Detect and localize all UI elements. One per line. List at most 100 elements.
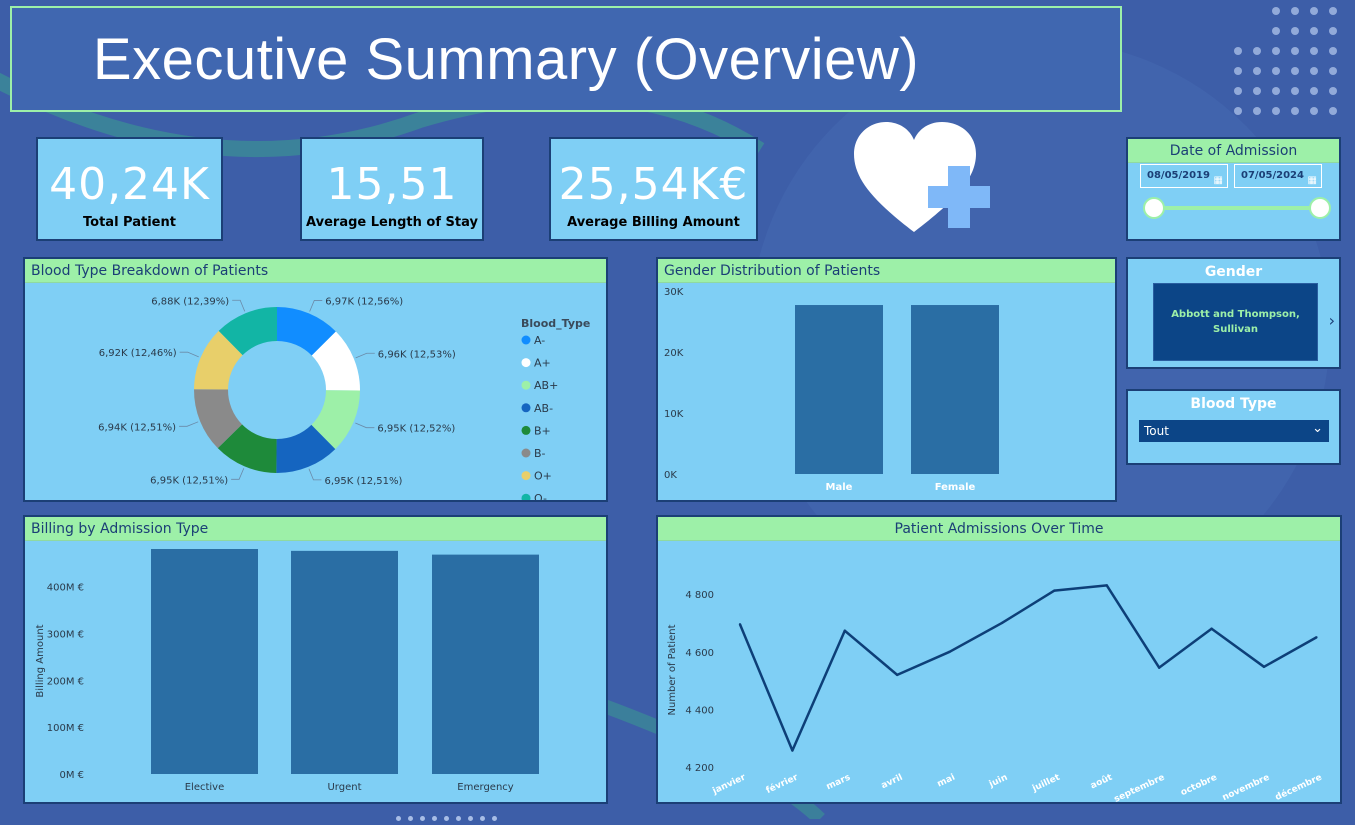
kpi-card-average-length-of-stay[interactable]: 15,51 Average Length of Stay	[300, 137, 484, 241]
gender-option-card[interactable]: Abbott and Thompson, Sullivan	[1153, 283, 1318, 361]
legend-item-AB-[interactable]: AB-	[534, 402, 553, 415]
donut-slice-AB+[interactable]	[311, 390, 360, 450]
start-date-input[interactable]: 08/05/2019 ▦	[1140, 164, 1228, 188]
date-range-slider[interactable]	[1140, 194, 1334, 224]
gender-option-label: Abbott and Thompson, Sullivan	[1171, 309, 1300, 335]
admissions-over-time-panel[interactable]: Patient Admissions Over Time 4 200 4 400 4…	[656, 515, 1342, 805]
x-tick-label: novembre	[1221, 773, 1271, 802]
y-tick-label: 200M €	[47, 676, 84, 687]
chevron-down-icon[interactable]: ⌄	[1312, 421, 1323, 436]
title-banner: Executive Summary (Overview)	[10, 6, 1122, 112]
calendar-icon[interactable]: ▦	[1213, 175, 1223, 186]
legend-marker	[521, 471, 531, 481]
y-tick-label: 4 400	[685, 706, 714, 717]
donut-data-label: 6,96K (12,53%)	[378, 349, 456, 360]
chevron-right-icon[interactable]: ›	[1328, 311, 1335, 330]
donut-slice-B+[interactable]	[217, 424, 277, 473]
billing-admission-panel[interactable]: Billing by Admission Type 0M € 100M € 200M…	[23, 515, 608, 804]
donut-slice-O+[interactable]	[194, 330, 243, 390]
end-date-input[interactable]: 07/05/2024 ▦	[1234, 164, 1322, 188]
data-point-mars[interactable]	[843, 629, 846, 632]
donut-slice-AB-[interactable]	[276, 424, 336, 473]
kpi-card-average-billing-amount[interactable]: 25,54K€ Average Billing Amount	[549, 137, 758, 241]
data-point-août[interactable]	[1105, 584, 1108, 587]
blood-type-breakdown-panel[interactable]: Blood Type Breakdown of Patients 6,97K (…	[23, 257, 608, 505]
y-tick-label: 20K	[664, 348, 684, 359]
legend-marker	[521, 403, 531, 413]
kpi-label: Average Length of Stay	[306, 215, 478, 230]
date-slicer[interactable]: Date of Admission	[1126, 137, 1341, 241]
legend-item-B+[interactable]: B+	[534, 424, 551, 437]
y-tick-label: 0K	[664, 470, 677, 481]
bar-Elective[interactable]	[151, 549, 258, 774]
donut-data-label: 6,95K (12,51%)	[150, 475, 228, 486]
y-tick-label: 100M €	[47, 723, 84, 734]
data-point-avril[interactable]	[896, 673, 899, 677]
blood-type-slicer[interactable]: Blood Type Tout ⌄	[1126, 389, 1341, 465]
gender-bar-chart[interactable]: 0K 10K 20K 30K Male Female	[658, 283, 1115, 500]
gender-slicer[interactable]: Gender Abbott and Thompson, Sullivan ›	[1126, 257, 1341, 369]
data-point-juin[interactable]	[1000, 621, 1004, 625]
legend-item-AB+[interactable]: AB+	[534, 379, 558, 392]
gender-distribution-panel[interactable]: Gender Distribution of Patients 0K 10K 20K…	[656, 257, 1117, 502]
y-tick-label: 4 600	[685, 648, 714, 659]
data-point-novembre[interactable]	[1262, 665, 1266, 669]
kpi-card-total-patient[interactable]: 40,24K Total Patient	[36, 137, 223, 241]
y-tick-label: 400M €	[47, 583, 84, 594]
data-point-mai[interactable]	[948, 650, 951, 653]
admissions-line-chart[interactable]: 4 200 4 400 4 600 4 800 Number of Patient jan…	[658, 541, 1340, 805]
calendar-icon[interactable]: ▦	[1307, 175, 1317, 186]
date-slicer-title: Date of Admission	[1128, 139, 1339, 163]
data-point-décembre[interactable]	[1315, 636, 1318, 639]
donut-data-label: 6,88K (12,39%)	[151, 296, 229, 307]
donut-data-label: 6,94K (12,51%)	[98, 422, 176, 433]
y-tick-label: 10K	[664, 409, 684, 420]
gender-chart-title: Gender Distribution of Patients	[658, 259, 1115, 283]
kpi-value: 25,54K€	[558, 159, 749, 210]
legend-item-O-[interactable]: O-	[534, 492, 547, 505]
admissions-series-line[interactable]	[738, 584, 1318, 752]
x-tick-label: mai	[936, 773, 957, 790]
bar-Urgent[interactable]	[291, 550, 398, 774]
legend-marker	[521, 358, 531, 368]
donut-data-label: 6,92K (12,46%)	[99, 348, 177, 359]
blood-type-dropdown[interactable]: Tout ⌄	[1138, 419, 1330, 443]
slider-start-handle	[1143, 197, 1165, 219]
donut-data-label: 6,95K (12,52%)	[377, 424, 455, 435]
donut-slice-A+[interactable]	[311, 331, 360, 391]
kpi-label: Average Billing Amount	[567, 215, 740, 230]
donut-data-label: 6,95K (12,51%)	[324, 476, 402, 487]
data-point-février[interactable]	[791, 749, 794, 752]
data-point-septembre[interactable]	[1158, 666, 1161, 669]
start-date-value: 08/05/2019	[1147, 170, 1210, 181]
gender-slicer-title: Gender	[1204, 264, 1263, 280]
x-tick-label: Emergency	[457, 782, 513, 793]
slider-end-handle	[1309, 197, 1331, 219]
donut-slice-O-[interactable]	[218, 307, 277, 356]
blood-type-donut-chart[interactable]: 6,97K (12,56%) 6,96K (12,53%) 6,95K (12,52…	[25, 283, 606, 505]
data-point-janvier[interactable]	[738, 623, 742, 626]
x-tick-label: juillet	[1030, 772, 1062, 794]
data-point-juillet[interactable]	[1053, 589, 1056, 592]
data-point-octobre[interactable]	[1210, 627, 1213, 630]
page-dots	[396, 806, 504, 825]
legend-item-A+[interactable]: A+	[534, 357, 551, 370]
legend-item-O+[interactable]: O+	[534, 470, 552, 483]
billing-bar-chart[interactable]: 0M € 100M € 200M € 300M € 400M € Billing Amou…	[25, 541, 606, 802]
data-label-leader	[309, 300, 323, 312]
data-label-leader	[179, 421, 199, 427]
y-axis-label: Number of Patient	[667, 624, 678, 715]
y-tick-label: 4 800	[685, 590, 714, 601]
data-label-leader	[232, 299, 246, 312]
x-tick-label: septembre	[1113, 773, 1167, 802]
bar-Emergency[interactable]	[432, 554, 539, 774]
bar-Female[interactable]	[911, 305, 999, 474]
donut-slice-A-[interactable]	[277, 307, 336, 356]
legend-item-A-[interactable]: A-	[534, 334, 545, 347]
x-tick-label: octobre	[1179, 773, 1219, 799]
x-tick-label: décembre	[1273, 772, 1323, 802]
bar-Male[interactable]	[795, 305, 883, 474]
donut-slice-B-[interactable]	[193, 389, 243, 449]
legend-item-B-[interactable]: B-	[534, 447, 546, 460]
data-label-leader	[179, 351, 199, 358]
